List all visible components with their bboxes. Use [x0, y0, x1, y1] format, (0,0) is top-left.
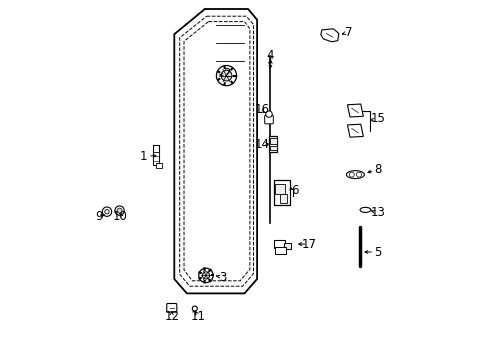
Text: 10: 10	[113, 210, 127, 222]
Circle shape	[202, 272, 209, 279]
Circle shape	[102, 207, 111, 216]
Bar	[153, 152, 159, 165]
Text: 11: 11	[190, 310, 205, 323]
Text: 1: 1	[140, 150, 147, 163]
Circle shape	[265, 111, 272, 117]
Circle shape	[356, 172, 361, 177]
Polygon shape	[347, 104, 363, 117]
Ellipse shape	[346, 171, 364, 179]
Text: 13: 13	[369, 206, 385, 219]
Bar	[156, 163, 162, 168]
Text: 6: 6	[290, 184, 298, 197]
Text: 17: 17	[301, 238, 316, 251]
Text: 12: 12	[164, 310, 179, 323]
Circle shape	[199, 268, 213, 283]
Text: 4: 4	[266, 49, 274, 62]
Text: 7: 7	[345, 26, 352, 39]
Bar	[284, 243, 291, 249]
Circle shape	[192, 306, 197, 311]
Polygon shape	[347, 124, 363, 137]
Bar	[273, 240, 284, 248]
Circle shape	[216, 66, 236, 86]
Bar	[274, 180, 289, 205]
Bar	[269, 146, 276, 150]
Bar	[269, 138, 276, 144]
Text: 9: 9	[95, 210, 102, 222]
Polygon shape	[320, 29, 338, 42]
Bar	[280, 194, 287, 203]
Circle shape	[221, 70, 231, 81]
Bar	[275, 247, 285, 254]
Text: 16: 16	[254, 103, 269, 116]
Text: 2: 2	[223, 67, 230, 80]
Circle shape	[104, 210, 109, 214]
Text: 15: 15	[369, 112, 385, 125]
Bar	[275, 184, 285, 194]
Circle shape	[348, 172, 354, 177]
Text: 14: 14	[254, 138, 269, 150]
Bar	[269, 136, 277, 152]
Text: 3: 3	[219, 271, 226, 284]
Circle shape	[117, 208, 122, 213]
Bar	[153, 145, 159, 165]
Ellipse shape	[359, 207, 370, 212]
FancyBboxPatch shape	[264, 115, 273, 124]
FancyBboxPatch shape	[166, 303, 177, 312]
Circle shape	[115, 206, 124, 215]
Text: 8: 8	[373, 163, 381, 176]
Text: 5: 5	[373, 246, 381, 258]
